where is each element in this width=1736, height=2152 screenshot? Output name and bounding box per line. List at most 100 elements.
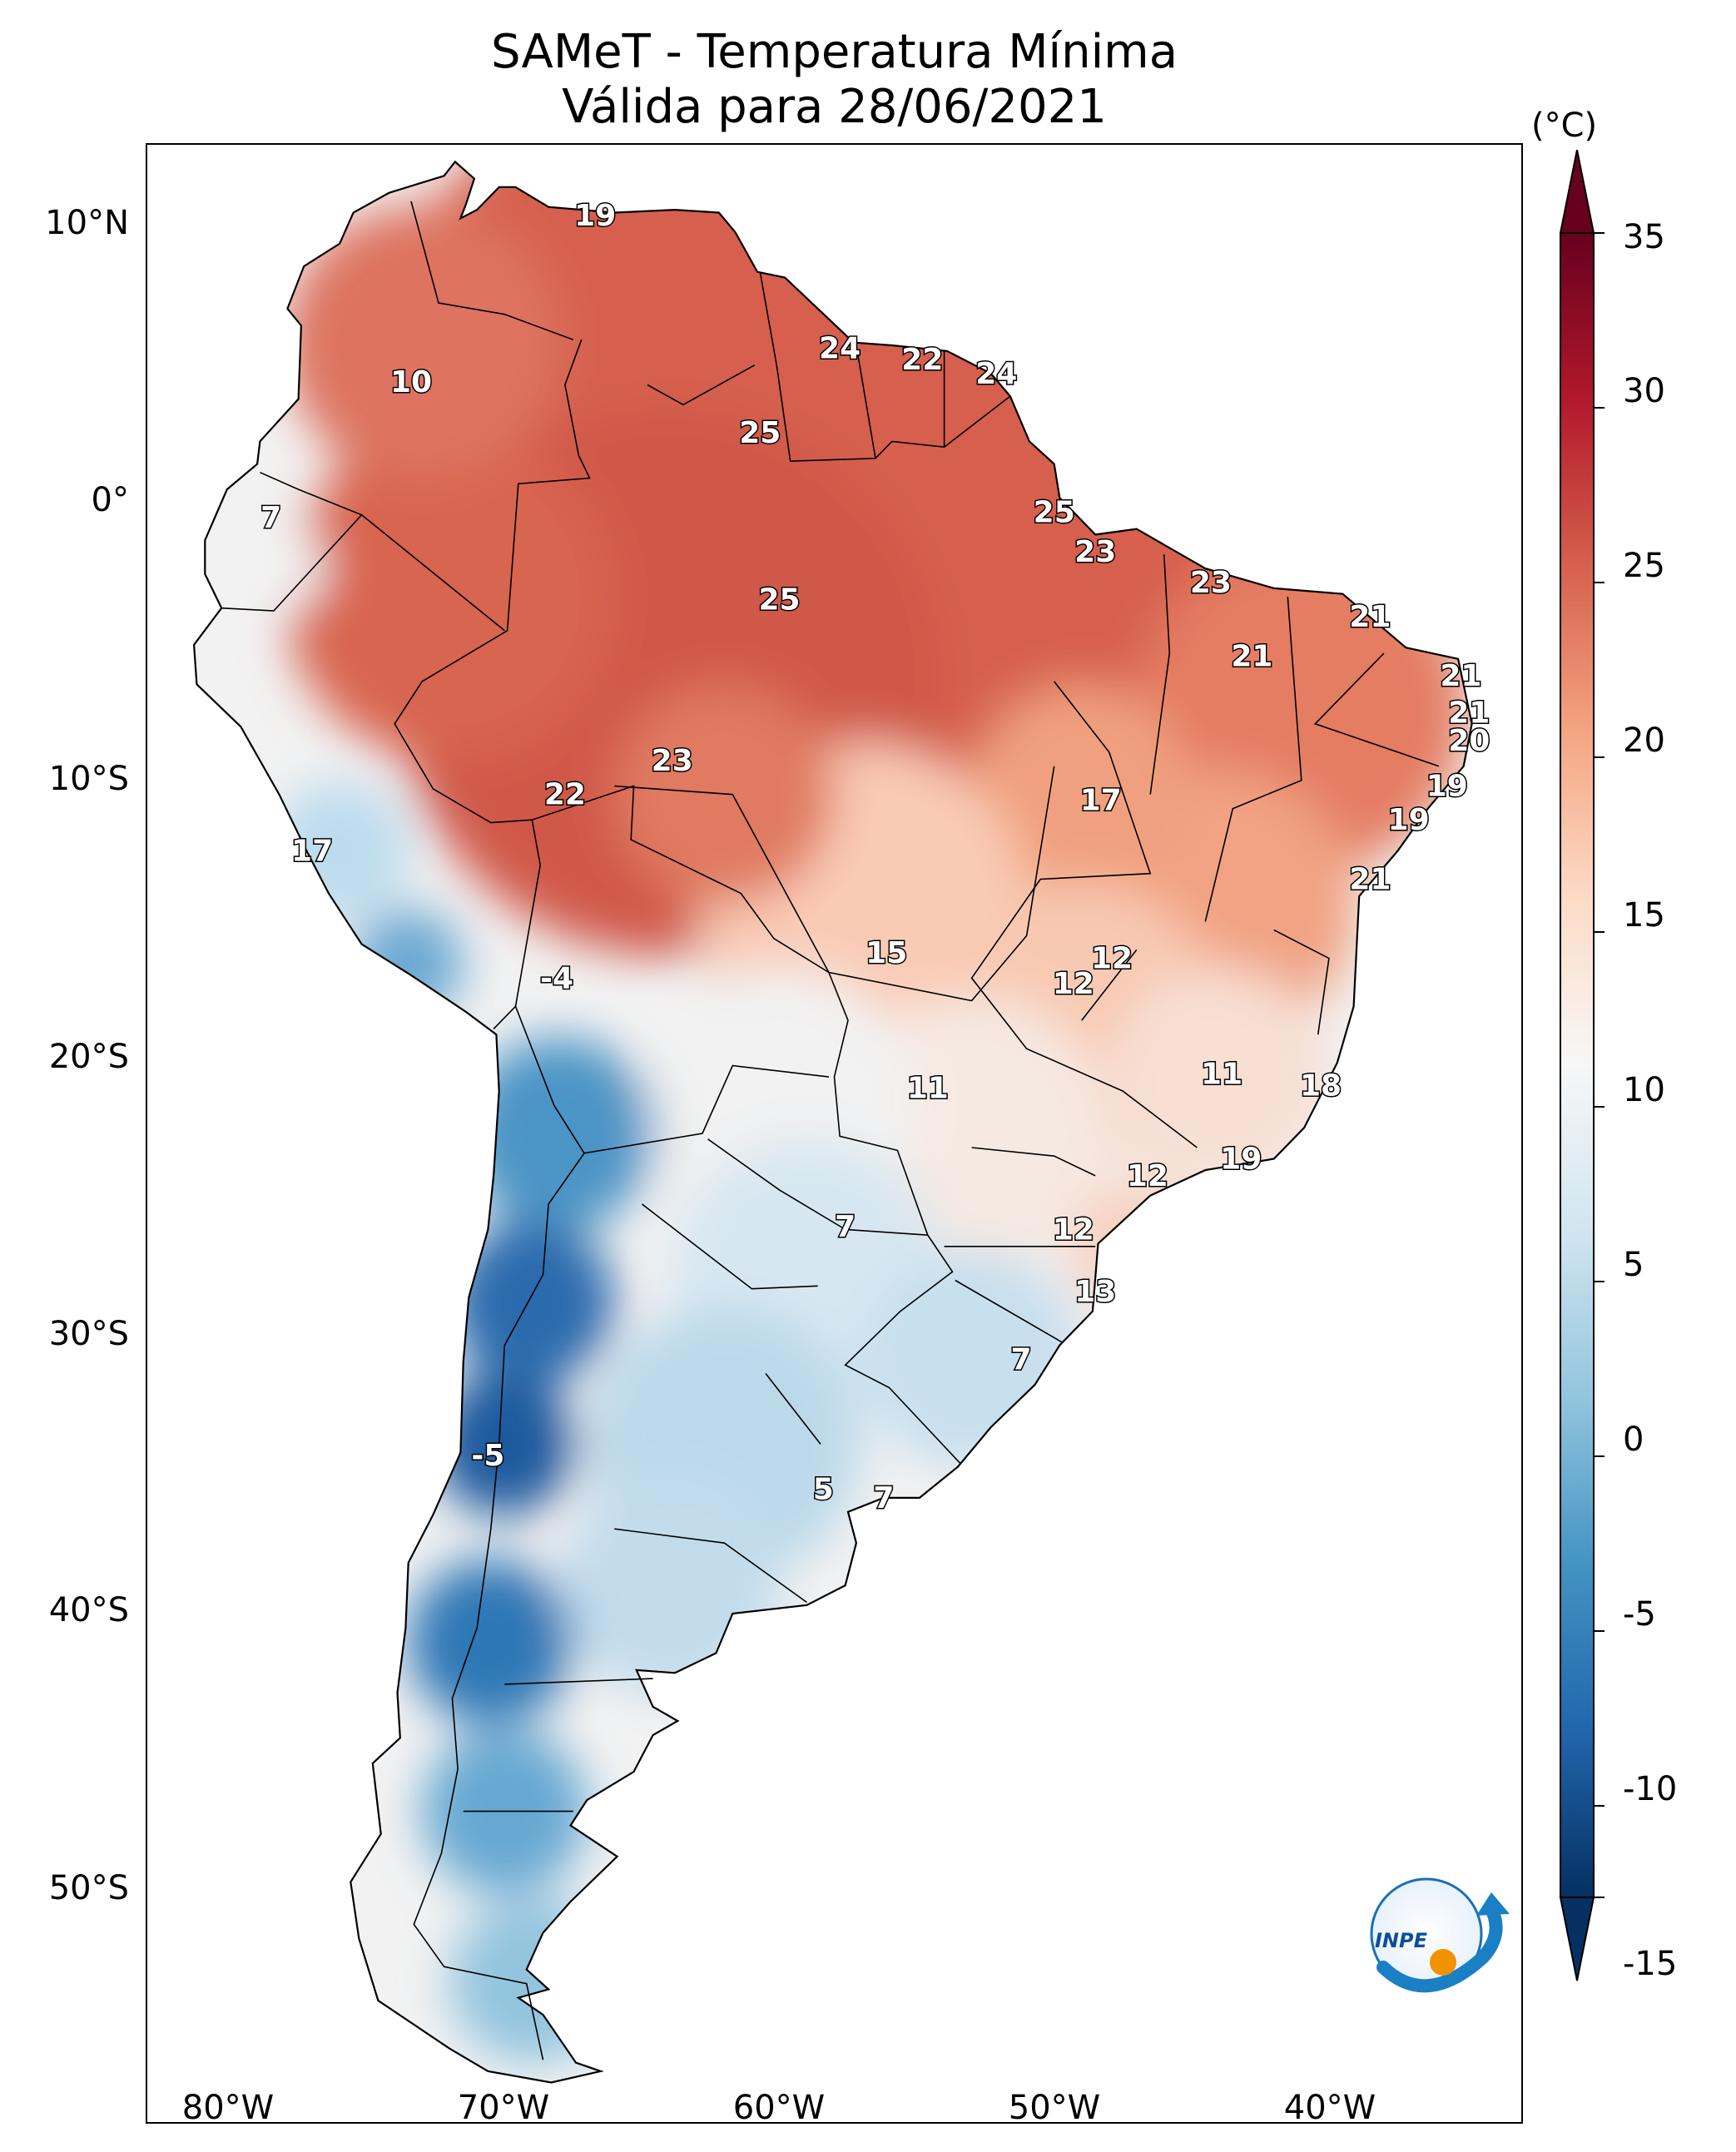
coastline	[192, 160, 1473, 2084]
border-line	[971, 1147, 1096, 1177]
border-line	[970, 681, 1198, 1148]
colorbar-tick-30: 30	[1623, 372, 1665, 410]
city-temperature-label: 12	[1091, 942, 1133, 976]
border-line	[1081, 949, 1138, 1021]
city-temperature-label: 24	[819, 331, 861, 365]
lon-label-70w: 70°W	[457, 2089, 550, 2127]
border-line	[856, 345, 876, 459]
city-temperature-label: 19	[1388, 803, 1430, 837]
border-line	[394, 339, 961, 1465]
city-temperature-label: 23	[1074, 535, 1116, 569]
city-temperature-label: 10	[390, 365, 432, 399]
lon-label-80w: 80°W	[181, 2089, 275, 2127]
border-line	[221, 513, 505, 632]
border-line	[514, 1006, 829, 1154]
colorbar-max-arrow	[1559, 150, 1595, 234]
border-line	[1313, 652, 1440, 767]
country-borders	[221, 201, 1440, 2060]
lat-label-10s: 10°S	[48, 760, 129, 798]
city-temperature-label: 15	[866, 936, 907, 970]
city-temperature-label: 19	[1426, 770, 1468, 804]
city-temperature-label: 7	[835, 1210, 856, 1244]
city-temperature-label: 7	[1010, 1343, 1031, 1377]
colorbar-tick-35: 35	[1623, 218, 1665, 256]
lat-label-10n: 10°N	[45, 204, 129, 242]
city-temperature-label: 11	[907, 1072, 949, 1106]
colorbar-tick-15: 15	[1623, 896, 1665, 935]
colorbar-tick-10: 10	[1623, 1071, 1665, 1109]
colorbar	[1559, 150, 1605, 1981]
city-temperature-label: -4	[540, 961, 573, 995]
logo-text: INPE	[1375, 1929, 1428, 1952]
border-line	[1204, 597, 1302, 922]
city-temperature-label: 18	[1300, 1069, 1342, 1103]
colorbar-tick-0: 0	[1623, 1421, 1644, 1459]
city-temperature-label: 21	[1231, 639, 1272, 673]
border-line	[707, 1138, 928, 1236]
colorbar-unit: (°C)	[1531, 107, 1598, 145]
city-temperature-label: 12	[1053, 967, 1094, 1001]
city-temperature-label: 7	[873, 1481, 894, 1515]
colorbar-gradient	[1560, 232, 1595, 1898]
city-temperature-label: 21	[1349, 863, 1391, 897]
border-line	[955, 1279, 1064, 1343]
lon-label-50w: 50°W	[1008, 2089, 1101, 2127]
city-temperature-label: 13	[1074, 1275, 1116, 1309]
city-temperature-label: 12	[1127, 1159, 1168, 1193]
border-line	[504, 1678, 653, 1685]
city-temperature-label: -5	[471, 1439, 504, 1473]
border-line	[641, 1203, 818, 1290]
city-temperature-label: 19	[574, 199, 616, 233]
colorbar-tick-25: 25	[1623, 547, 1665, 585]
border-line	[1273, 929, 1330, 1035]
map-subtitle: Válida para 28/06/2021	[562, 80, 1107, 134]
lat-label-40s: 40°S	[48, 1591, 129, 1629]
map-frame: 19 24 22 24 10 25 7 25 23 23 25 21 21 21 21 20 23 19 22 17 1…	[146, 143, 1523, 2124]
inpe-logo: INPE	[1370, 1877, 1510, 1993]
city-temperature-label: 21	[1349, 600, 1391, 634]
border-line	[647, 364, 756, 406]
border-line	[493, 1005, 517, 1029]
lat-label-50s: 50°S	[48, 1869, 129, 1907]
city-temperature-label: 25	[1034, 495, 1075, 529]
city-temperature-label: 22	[901, 343, 943, 377]
lon-label-60w: 60°W	[732, 2089, 826, 2127]
city-temperature-label: 25	[739, 416, 781, 450]
lat-label-0: 0°	[91, 481, 129, 519]
colorbar-min-arrow	[1559, 1897, 1595, 1981]
border-line	[413, 1153, 585, 2060]
lat-label-20s: 20°S	[48, 1038, 129, 1076]
city-temperature-label: 23	[1190, 566, 1232, 600]
border-line	[828, 766, 1055, 1002]
border-line	[614, 785, 830, 973]
city-temperature-label: 21	[1448, 696, 1490, 730]
city-temperature-label: 19	[1220, 1143, 1262, 1177]
city-temperature-label: 17	[291, 835, 333, 869]
city-temperature-label: 23	[652, 744, 693, 778]
border-line	[260, 471, 362, 516]
border-line	[765, 1373, 821, 1445]
map-title: SAMeT - Temperatura Mínima	[490, 25, 1178, 79]
city-temperature-label: 22	[544, 778, 586, 812]
colorbar-tick-minus15: -15	[1623, 1945, 1678, 1983]
city-temperature-label: 12	[1053, 1212, 1094, 1247]
city-temperature-label: 24	[975, 357, 1017, 391]
city-temperature-label: 17	[1080, 784, 1122, 818]
city-temperature-label: 7	[260, 501, 281, 535]
border-line	[1149, 554, 1171, 795]
land-temperature-field	[194, 161, 1472, 2083]
lat-label-30s: 30°S	[48, 1315, 129, 1353]
colorbar-tick-minus5: -5	[1623, 1595, 1656, 1634]
border-line	[514, 820, 542, 1007]
city-temperature-label: 20	[1448, 724, 1490, 758]
border-line	[410, 201, 574, 340]
colorbar-tick-20: 20	[1623, 721, 1665, 760]
colorbar-tick-minus10: -10	[1623, 1770, 1678, 1808]
city-temperature-label: 25	[758, 583, 800, 617]
border-line	[614, 1528, 807, 1604]
city-temperature-label: 11	[1201, 1058, 1242, 1092]
city-temperature-label: 21	[1440, 659, 1481, 693]
colorbar-tick-5: 5	[1623, 1246, 1644, 1284]
